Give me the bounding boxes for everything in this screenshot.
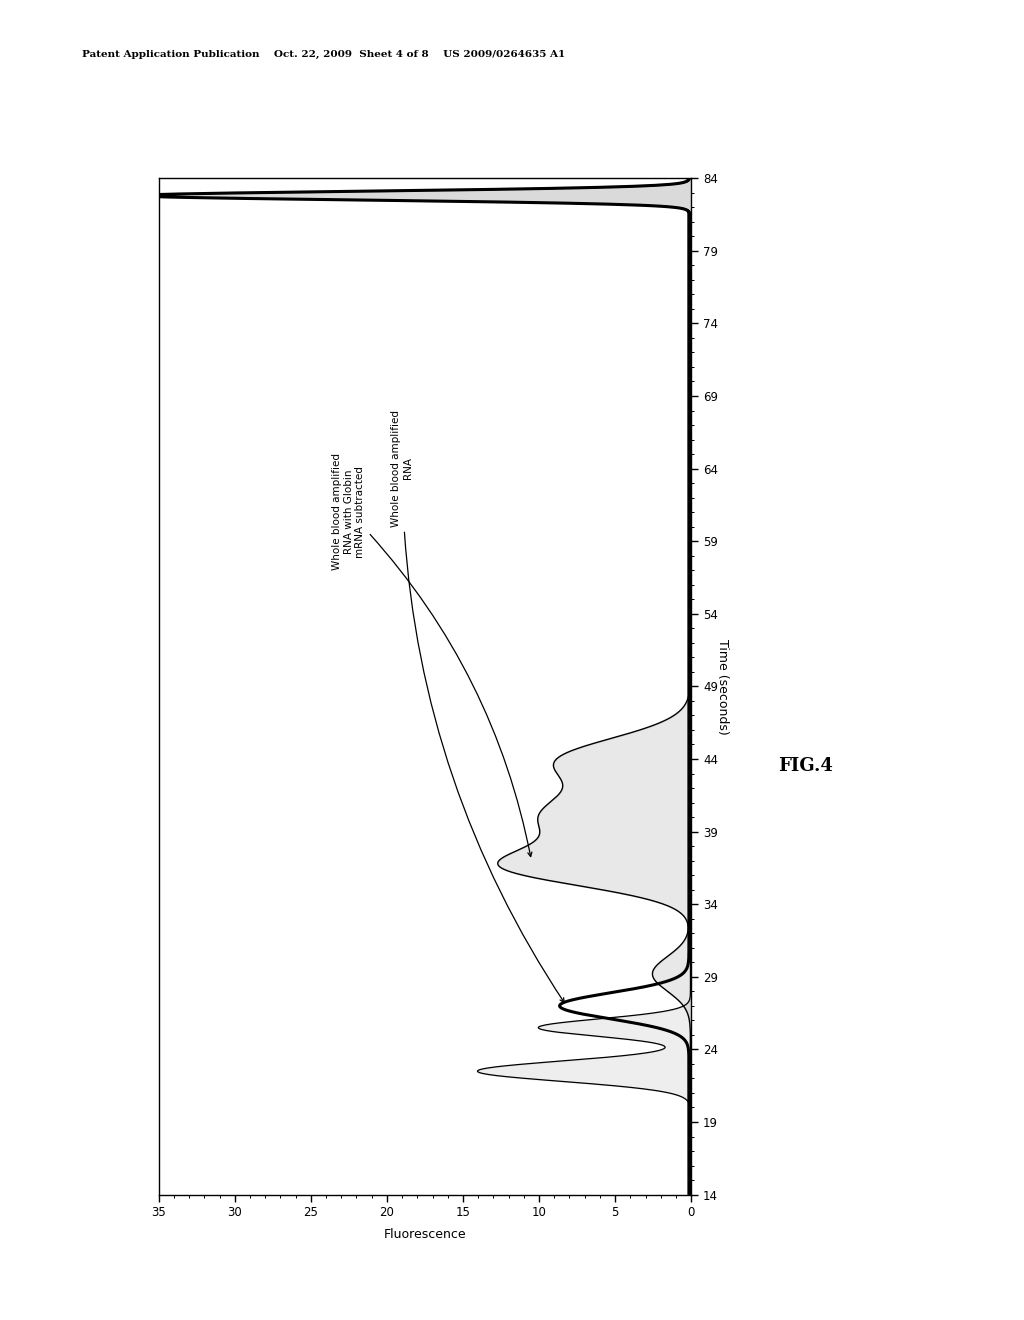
Y-axis label: Time (seconds): Time (seconds) bbox=[716, 639, 729, 734]
Text: Patent Application Publication    Oct. 22, 2009  Sheet 4 of 8    US 2009/0264635: Patent Application Publication Oct. 22, … bbox=[82, 50, 565, 59]
X-axis label: Fluorescence: Fluorescence bbox=[384, 1228, 466, 1241]
Text: FIG.4: FIG.4 bbox=[778, 756, 834, 775]
Text: Whole blood amplified
RNA: Whole blood amplified RNA bbox=[391, 409, 564, 1002]
Text: Whole blood amplified
RNA with Globin
mRNA subtracted: Whole blood amplified RNA with Globin mR… bbox=[333, 453, 531, 857]
